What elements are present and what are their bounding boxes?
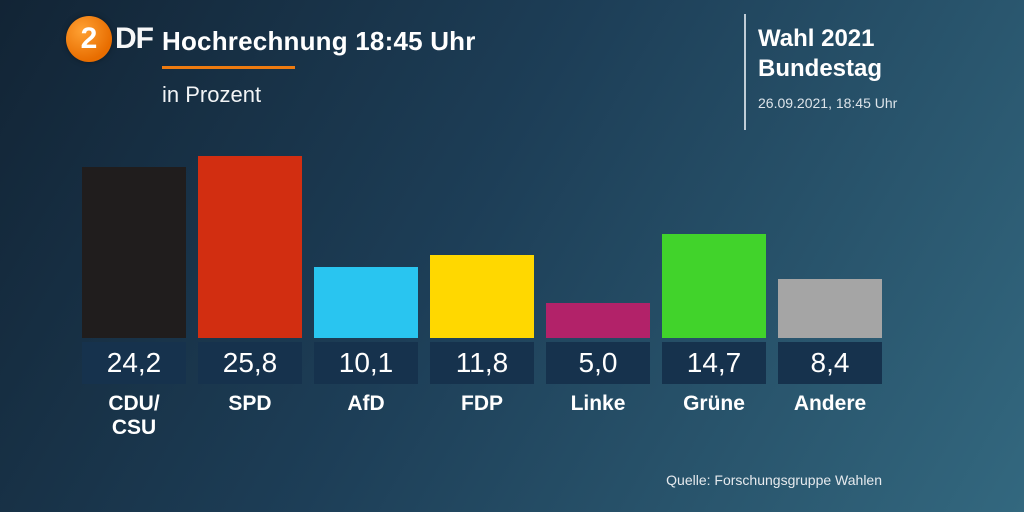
bar-value-box: 25,8: [198, 342, 302, 384]
bar-group: 8,4 Andere: [778, 153, 882, 440]
bar-area: [662, 153, 766, 338]
subtitle: in Prozent: [162, 82, 262, 107]
bar-group: 11,8 FDP: [430, 153, 534, 440]
title-block: Hochrechnung 18:45 Uhr in Prozent: [162, 26, 476, 108]
bar-value: 8,4: [810, 347, 850, 378]
bar-group: 25,8 SPD: [198, 153, 302, 440]
bar-label: Linke: [570, 392, 626, 415]
bar-label: Grüne: [683, 392, 745, 415]
bar-label: FDP: [461, 392, 503, 415]
bar-area: [82, 153, 186, 338]
zdf-logo: 2 DF: [66, 16, 154, 62]
zdf-logo-letters: DF: [115, 22, 154, 55]
bar-group: 5,0 Linke: [546, 153, 650, 440]
zdf-logo-circle-icon: 2: [66, 16, 112, 62]
bar: [662, 234, 766, 338]
bar: [82, 167, 186, 338]
bar-area: [314, 153, 418, 338]
bar-area: [198, 153, 302, 338]
election-info: Wahl 2021 Bundestag 26.09.2021, 18:45 Uh…: [758, 24, 897, 111]
bar-value: 14,7: [686, 347, 742, 378]
bar-group: 24,2 CDU/ CSU: [82, 153, 186, 440]
bar-value: 25,8: [222, 347, 278, 378]
bar-value: 11,8: [455, 347, 509, 378]
bar-value: 10,1: [338, 347, 394, 378]
election-name: Wahl 2021: [758, 25, 875, 52]
bar-value-box: 11,8: [430, 342, 534, 384]
bar-value-box: 10,1: [314, 342, 418, 384]
source-credit: Quelle: Forschungsgruppe Wahlen: [666, 472, 882, 488]
bar-value-box: 8,4: [778, 342, 882, 384]
bar-chart: 24,2 CDU/ CSU 25,8 SPD 10,1 AfD 11,8 FDP: [82, 153, 882, 440]
bar-value: 5,0: [578, 347, 618, 378]
election-body: Bundestag: [758, 55, 883, 82]
zdf-logo-numeral: 2: [80, 22, 98, 55]
bar-group: 10,1 AfD: [314, 153, 418, 440]
bar-value-box: 14,7: [662, 342, 766, 384]
bar: [546, 303, 650, 338]
bar-value: 24,2: [106, 347, 162, 378]
bar-value-box: 24,2: [82, 342, 186, 384]
election-date: 26.09.2021, 18:45 Uhr: [758, 95, 898, 111]
bar-value-box: 5,0: [546, 342, 650, 384]
bar-label: SPD: [228, 392, 272, 415]
bar-group: 14,7 Grüne: [662, 153, 766, 440]
bar-area: [430, 153, 534, 338]
bar-label: CDU/ CSU: [108, 392, 160, 440]
bar: [314, 267, 418, 338]
bar-label: AfD: [347, 392, 385, 415]
title-underline: [162, 66, 295, 69]
bar: [198, 156, 302, 338]
bar-area: [546, 153, 650, 338]
bar-area: [778, 153, 882, 338]
bar: [778, 279, 882, 338]
bar: [430, 255, 534, 338]
header-divider: [744, 14, 746, 130]
page-title: Hochrechnung 18:45 Uhr: [162, 26, 476, 56]
bar-label: Andere: [793, 392, 867, 415]
